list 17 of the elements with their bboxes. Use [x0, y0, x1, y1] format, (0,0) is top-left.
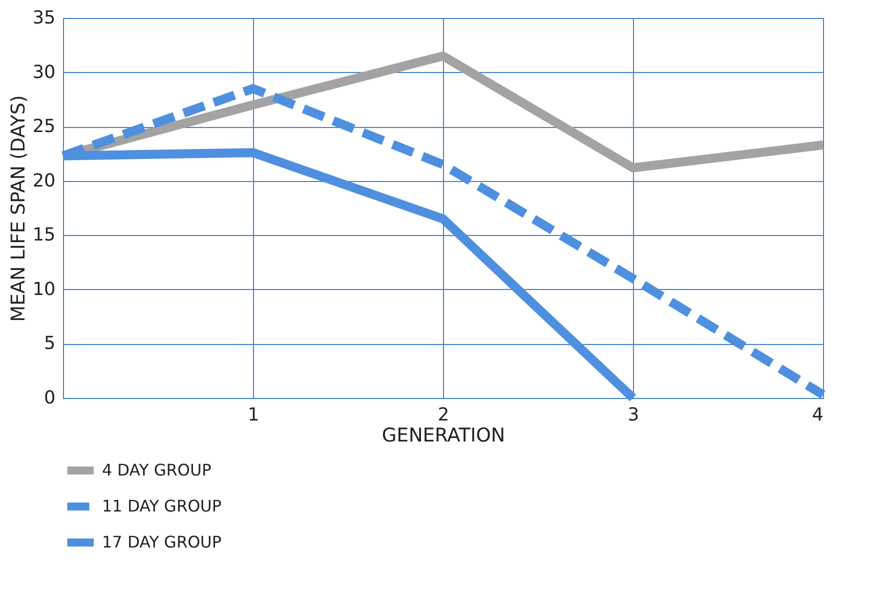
y-tick-label: 5 [44, 333, 56, 354]
y-tick-label: 10 [32, 278, 56, 300]
x-tick-label: 3 [628, 404, 640, 426]
x-tick-label: 4 [812, 404, 824, 426]
y-tick-label: 30 [32, 62, 56, 83]
legend-label: 11 DAY GROUP [102, 496, 222, 516]
y-tick-label: 35 [32, 8, 56, 28]
y-tick-label: 15 [32, 224, 56, 246]
y-tick-label: 25 [32, 116, 56, 138]
legend-label: 4 DAY GROUP [102, 460, 212, 480]
y-tick-label: 0 [44, 388, 56, 408]
x-tick-label: 1 [248, 404, 260, 426]
y-tick-label: 20 [32, 170, 56, 192]
y-axis-title: MEAN LIFE SPAN (DAYS) [8, 95, 30, 322]
x-tick-label: 2 [438, 404, 450, 426]
legend-label: 17 DAY GROUP [102, 532, 222, 552]
x-axis-title: GENERATION [382, 424, 506, 446]
